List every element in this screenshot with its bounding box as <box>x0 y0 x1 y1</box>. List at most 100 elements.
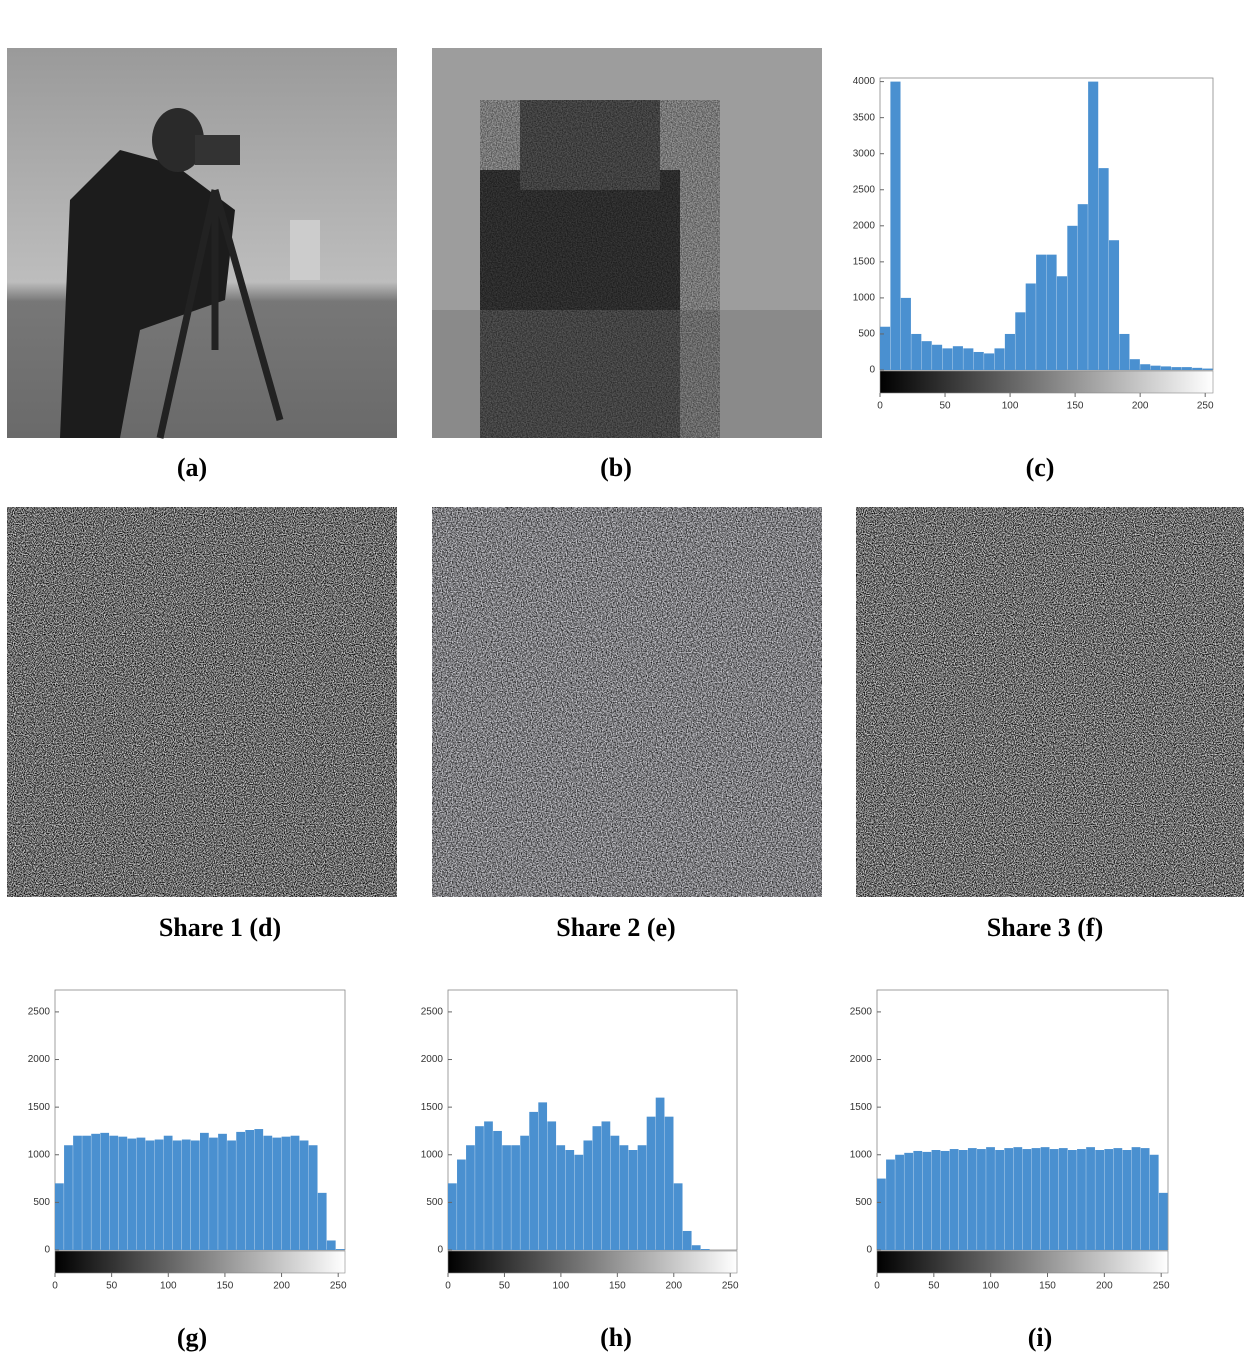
caption: (c) <box>1026 453 1055 482</box>
bar <box>1104 1149 1113 1250</box>
bar <box>318 1193 327 1250</box>
x-tick-label: 50 <box>928 1281 940 1292</box>
x-tick-label: 100 <box>982 1281 999 1292</box>
y-tick-label: 500 <box>426 1197 443 1208</box>
y-tick-label: 1000 <box>853 293 876 304</box>
bar <box>701 1249 710 1250</box>
bar <box>547 1121 556 1250</box>
bar <box>932 345 942 370</box>
bar <box>638 1145 647 1250</box>
bar <box>64 1145 73 1250</box>
bar <box>1032 1148 1041 1250</box>
caption: Share 2 (e) <box>556 913 675 942</box>
bar <box>611 1136 620 1250</box>
caption: (h) <box>600 1323 632 1352</box>
bar <box>55 1183 64 1250</box>
y-tick-label: 1500 <box>421 1102 444 1113</box>
bar <box>164 1136 173 1250</box>
bar <box>890 82 900 370</box>
x-tick-label: 150 <box>609 1281 626 1292</box>
y-tick-label: 0 <box>866 1245 872 1256</box>
bar <box>984 353 994 370</box>
bar <box>629 1150 638 1250</box>
bar <box>880 327 890 370</box>
bar <box>602 1121 611 1250</box>
y-tick-label: 1500 <box>28 1102 51 1113</box>
bar <box>336 1249 345 1250</box>
x-tick-label: 250 <box>722 1281 739 1292</box>
bar <box>182 1140 191 1250</box>
caption: (i) <box>1028 1323 1053 1352</box>
bar <box>1015 312 1025 370</box>
bar <box>620 1145 629 1250</box>
bar <box>1026 283 1036 370</box>
x-tick-label: 0 <box>874 1281 880 1292</box>
bar <box>109 1136 118 1250</box>
caption: (b) <box>600 453 632 482</box>
bar <box>1132 1147 1141 1250</box>
y-tick-label: 0 <box>869 365 875 376</box>
bar <box>1141 1148 1150 1250</box>
bar <box>1192 368 1202 370</box>
bar <box>100 1133 109 1250</box>
bar <box>209 1138 218 1250</box>
bar <box>300 1140 309 1250</box>
bar <box>1036 255 1046 370</box>
bar <box>922 1152 931 1250</box>
bar <box>959 1150 968 1250</box>
x-tick-label: 250 <box>1153 1281 1170 1292</box>
bar <box>674 1183 683 1250</box>
bar <box>1203 369 1213 370</box>
bar <box>502 1145 511 1250</box>
colorbar <box>55 1251 345 1273</box>
bar <box>1004 1148 1013 1250</box>
bar <box>1023 1149 1032 1250</box>
bar <box>1123 1150 1132 1250</box>
bar <box>146 1140 155 1250</box>
caption: (a) <box>177 453 207 482</box>
bar <box>493 1131 502 1250</box>
x-tick-label: 250 <box>1197 401 1214 412</box>
bar <box>466 1145 475 1250</box>
x-tick-label: 0 <box>877 401 883 412</box>
bar <box>942 348 952 370</box>
bar <box>1041 1147 1050 1250</box>
bar <box>1159 1193 1168 1250</box>
caption: Share 3 (f) <box>987 913 1104 942</box>
colorbar <box>448 1251 737 1273</box>
bar <box>128 1139 137 1250</box>
bar <box>327 1240 336 1250</box>
bar <box>475 1126 484 1250</box>
bar <box>227 1140 236 1250</box>
x-tick-label: 50 <box>499 1281 511 1292</box>
x-tick-label: 150 <box>1067 401 1084 412</box>
bar <box>1077 1149 1086 1250</box>
bar <box>200 1133 209 1250</box>
y-tick-label: 2000 <box>850 1054 873 1065</box>
bar <box>986 1147 995 1250</box>
bar <box>155 1140 164 1250</box>
bar <box>282 1137 291 1250</box>
y-tick-label: 500 <box>33 1197 50 1208</box>
x-tick-label: 0 <box>52 1281 58 1292</box>
bar <box>254 1129 263 1250</box>
bar <box>457 1160 466 1250</box>
bar <box>904 1153 913 1250</box>
bar <box>1140 364 1150 370</box>
bar <box>1099 168 1109 370</box>
y-tick-label: 0 <box>44 1245 50 1256</box>
bar <box>922 341 932 370</box>
bar <box>1119 334 1129 370</box>
x-tick-label: 0 <box>445 1281 451 1292</box>
bar <box>877 1179 886 1250</box>
bar <box>968 1148 977 1250</box>
y-tick-label: 500 <box>855 1197 872 1208</box>
bar <box>1171 367 1181 370</box>
bar <box>994 348 1004 370</box>
y-tick-label: 500 <box>858 329 875 340</box>
bar <box>932 1150 941 1250</box>
bar <box>1078 204 1088 370</box>
bar <box>1130 359 1140 370</box>
bar <box>1086 1147 1095 1250</box>
y-tick-label: 3500 <box>853 112 876 123</box>
